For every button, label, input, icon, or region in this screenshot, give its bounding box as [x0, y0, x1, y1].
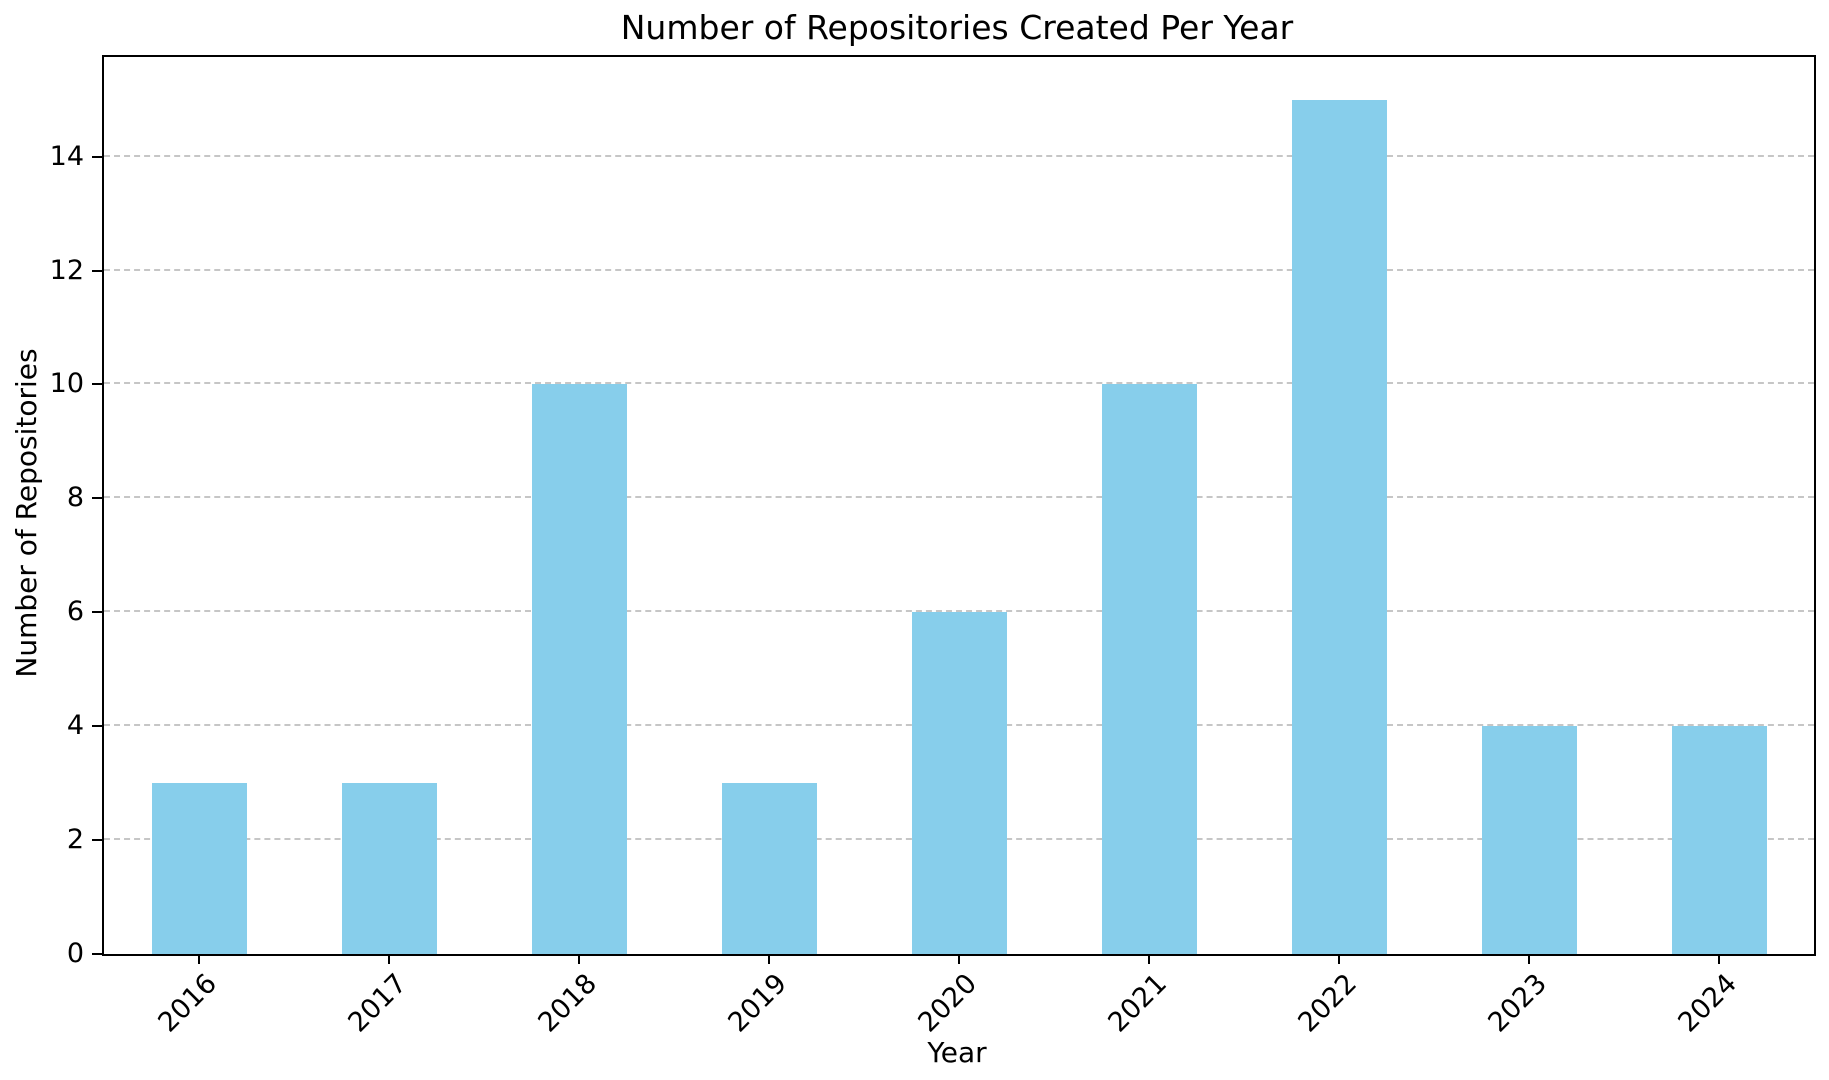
y-tick-label-4: 4 [66, 710, 84, 742]
y-tick-label-12: 12 [49, 254, 84, 286]
y-tick-label-10: 10 [49, 368, 84, 400]
bar-2018 [531, 384, 627, 954]
y-tick-mark-12 [92, 269, 102, 272]
y-tick-label-14: 14 [49, 140, 84, 172]
y-tick-mark-6 [92, 611, 102, 614]
gridline-y-6 [104, 610, 1814, 613]
y-tick-label-0: 0 [66, 938, 84, 969]
bar-2016 [151, 783, 247, 954]
x-tick-mark-2019 [768, 954, 770, 964]
y-tick-mark-10 [92, 383, 102, 386]
x-axis-label: Year [927, 1036, 987, 1069]
bar-2017 [341, 783, 437, 954]
bar-2020 [911, 612, 1007, 954]
y-tick-mark-2 [92, 839, 102, 842]
gridline-y-10 [104, 382, 1814, 385]
x-tick-mark-2021 [1148, 954, 1150, 964]
y-tick-mark-4 [92, 725, 102, 728]
y-tick-mark-8 [92, 497, 102, 500]
x-tick-mark-2016 [198, 954, 200, 964]
bar-2021 [1101, 384, 1197, 954]
x-tick-mark-2024 [1718, 954, 1720, 964]
y-tick-label-6: 6 [66, 596, 84, 628]
y-tick-mark-0 [92, 953, 102, 955]
chart-title: Number of Repositories Created Per Year [620, 8, 1294, 47]
x-tick-mark-2018 [578, 954, 580, 964]
gridline-y-12 [104, 268, 1814, 271]
x-tick-mark-2020 [958, 954, 960, 964]
gridline-y-8 [104, 496, 1814, 499]
bar-2022 [1291, 99, 1387, 954]
bar-2019 [721, 783, 817, 954]
x-tick-mark-2022 [1338, 954, 1340, 964]
x-tick-mark-2017 [388, 954, 390, 964]
x-tick-mark-2023 [1528, 954, 1530, 964]
bar-2023 [1481, 726, 1577, 954]
y-tick-label-2: 2 [66, 824, 84, 856]
bar-2024 [1671, 726, 1767, 954]
gridline-y-14 [104, 154, 1814, 157]
y-tick-mark-14 [92, 155, 102, 158]
y-tick-label-8: 8 [66, 482, 84, 514]
plot-area [102, 55, 1816, 956]
